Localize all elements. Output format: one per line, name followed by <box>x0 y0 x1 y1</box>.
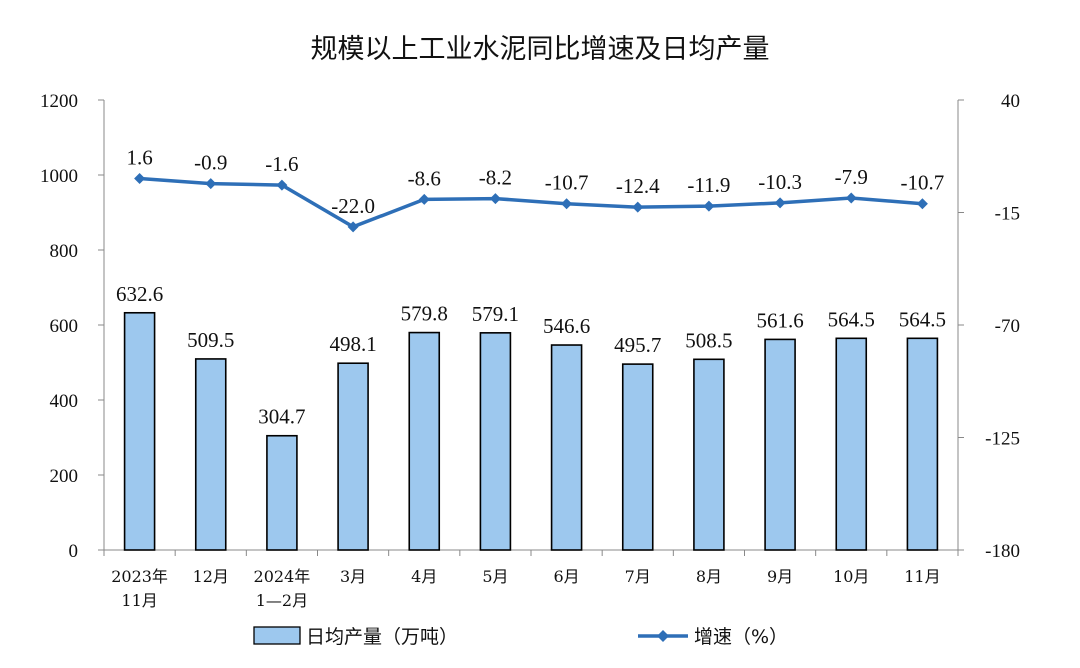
line-data-label: -10.7 <box>901 171 945 195</box>
left-tick-label: 1000 <box>40 166 78 187</box>
bar <box>408 331 441 551</box>
line-data-label: -7.9 <box>835 165 868 189</box>
category-label: 8月 <box>696 567 722 586</box>
legend-bar-swatch <box>253 626 301 645</box>
line-point <box>489 193 501 205</box>
line-data-label: -10.7 <box>545 171 589 195</box>
line-data-label: -12.4 <box>616 174 660 198</box>
bar <box>337 362 369 551</box>
line-path <box>139 176 923 229</box>
bar <box>621 363 654 551</box>
bar-data-label: 579.1 <box>472 302 519 326</box>
left-tick-label: 200 <box>50 466 79 487</box>
line-point <box>418 193 430 205</box>
line-point <box>845 192 857 204</box>
category-label: 1—2月 <box>256 591 308 610</box>
category-label: 6月 <box>553 567 579 586</box>
bar-series: 632.6 509.5 304.7 498.1 579.8 579.1 546.6 495.7… <box>116 282 946 551</box>
legend-line-marker <box>657 630 669 642</box>
right-tick-label: -70 <box>995 316 1020 337</box>
category-label: 7月 <box>625 567 651 586</box>
bar <box>194 358 227 551</box>
line-point <box>276 179 288 191</box>
line-data-label: -11.9 <box>687 173 730 197</box>
bar <box>550 344 583 551</box>
category-label: 10月 <box>833 567 869 586</box>
line-data-label: -8.2 <box>479 166 512 190</box>
category-label: 11月 <box>904 567 940 586</box>
category-label: 5月 <box>482 567 508 586</box>
line-point <box>916 198 928 210</box>
bar <box>266 434 298 551</box>
right-tick-label: 40 <box>1001 91 1020 112</box>
bar <box>906 337 939 551</box>
left-tick-label: 400 <box>50 391 79 412</box>
bar-data-label: 508.5 <box>685 328 732 352</box>
bar <box>835 337 868 551</box>
line-data-label: -8.6 <box>408 166 441 190</box>
line-point <box>632 201 644 213</box>
right-tick-label: -180 <box>985 541 1020 562</box>
bar <box>479 332 512 551</box>
left-tick-label: 800 <box>50 241 79 262</box>
line-series: 1.6 -0.9 -1.6 -22.0 -8.6 -8.2 -10.7 -12.4 -11.9 -… <box>126 146 944 233</box>
legend-line-label: 增速（%） <box>694 626 788 648</box>
left-tick-label: 0 <box>69 541 79 562</box>
line-point <box>205 178 217 190</box>
bar-data-label: 304.7 <box>258 405 305 429</box>
bar-data-label: 564.5 <box>828 307 875 331</box>
bar-data-label: 564.5 <box>899 307 946 331</box>
right-tick-label: -15 <box>995 204 1020 225</box>
right-tick-label: -125 <box>985 429 1020 450</box>
category-label: 2024年 <box>254 567 311 586</box>
bar <box>123 311 156 551</box>
line-point <box>347 221 359 233</box>
left-tick-label: 1200 <box>40 91 78 112</box>
left-tick-label: 600 <box>50 316 79 337</box>
line-point <box>774 197 786 209</box>
line-point <box>134 173 146 185</box>
category-label: 12月 <box>193 567 229 586</box>
line-point <box>561 198 573 210</box>
legend-bar-label: 日均产量（万吨） <box>306 626 458 648</box>
bar <box>693 358 725 551</box>
bar-data-label: 561.6 <box>756 308 803 332</box>
line-data-label: 1.6 <box>126 146 152 170</box>
bar-data-label: 509.5 <box>187 328 234 352</box>
legend: 日均产量（万吨） 增速（%） <box>253 626 788 648</box>
line-data-label: -1.6 <box>265 152 298 176</box>
chart-title: 规模以上工业水泥同比增速及日均产量 <box>311 34 770 65</box>
line-data-label: -10.3 <box>758 170 802 194</box>
axes: 0 200 400 600 800 1000 1200 -180 -125 -70 -15 40 202… <box>40 91 1020 610</box>
line-data-label: -0.9 <box>194 151 227 175</box>
line-point <box>703 200 715 212</box>
line-data-label: -22.0 <box>331 194 375 218</box>
bar-data-label: 632.6 <box>116 282 163 306</box>
bar-data-label: 498.1 <box>329 332 376 356</box>
category-label: 3月 <box>340 567 366 586</box>
category-label: 4月 <box>411 567 437 586</box>
category-label: 11月 <box>121 591 157 610</box>
bar <box>764 338 796 551</box>
category-label: 9月 <box>767 567 793 586</box>
category-label: 2023年 <box>111 567 168 586</box>
bar-data-label: 495.7 <box>614 333 661 357</box>
bar-data-label: 579.8 <box>401 302 448 326</box>
bar-data-label: 546.6 <box>543 314 590 338</box>
